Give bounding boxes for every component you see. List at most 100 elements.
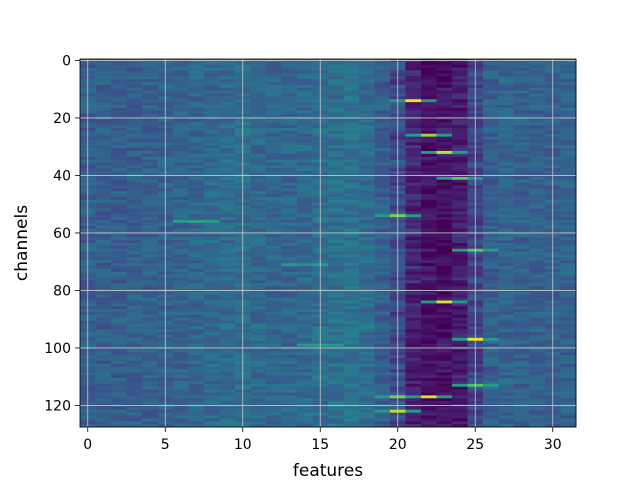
heatmap-cell bbox=[343, 199, 360, 204]
heatmap-cell bbox=[219, 360, 236, 365]
heatmap-cell bbox=[111, 372, 127, 376]
heatmap-cell bbox=[142, 366, 158, 370]
heatmap-cell bbox=[266, 76, 282, 80]
heatmap-cell bbox=[219, 139, 236, 143]
heatmap-cell bbox=[188, 418, 205, 422]
heatmap-cell bbox=[281, 168, 298, 172]
heatmap-cell bbox=[126, 151, 143, 155]
heatmap-cell bbox=[498, 271, 515, 276]
heatmap-cell bbox=[297, 87, 313, 92]
heatmap-cell bbox=[173, 363, 189, 368]
heatmap-cell bbox=[483, 84, 499, 89]
heatmap-cell bbox=[374, 179, 391, 184]
heatmap-cell bbox=[266, 300, 282, 304]
heatmap-cell bbox=[328, 303, 344, 307]
heatmap-cell bbox=[514, 257, 530, 261]
heatmap-cell bbox=[250, 337, 267, 342]
heatmap-cell bbox=[142, 406, 158, 411]
heatmap-cell bbox=[560, 314, 577, 319]
heatmap-cell bbox=[483, 122, 499, 126]
heatmap-cell bbox=[343, 358, 360, 362]
heatmap-cell bbox=[529, 225, 546, 230]
heatmap-cell bbox=[219, 64, 236, 69]
heatmap-cell bbox=[142, 228, 158, 232]
heatmap-cell bbox=[126, 412, 143, 416]
heatmap-cell bbox=[250, 386, 267, 391]
heatmap-cell bbox=[483, 271, 499, 276]
heatmap-cell bbox=[498, 421, 515, 425]
heatmap-cell bbox=[452, 363, 468, 368]
heatmap-cell bbox=[374, 251, 391, 255]
heatmap-cell bbox=[452, 320, 468, 324]
heatmap-cell bbox=[250, 378, 267, 382]
heatmap-cell bbox=[297, 386, 313, 391]
heatmap-cell bbox=[483, 168, 499, 172]
heatmap-cell bbox=[514, 139, 530, 143]
heatmap-cell bbox=[173, 220, 189, 224]
heatmap-cell bbox=[421, 165, 437, 169]
heatmap-cell bbox=[95, 317, 112, 322]
heatmap-cell bbox=[219, 130, 236, 135]
heatmap-cell bbox=[173, 392, 189, 396]
heatmap-cell bbox=[126, 225, 143, 230]
heatmap-cell bbox=[452, 179, 468, 184]
heatmap-cell bbox=[281, 369, 298, 373]
heatmap-cell bbox=[498, 61, 515, 66]
heatmap-cell bbox=[188, 280, 205, 284]
heatmap-cell bbox=[95, 300, 112, 304]
heatmap-cell bbox=[250, 125, 267, 129]
heatmap-cell bbox=[250, 260, 267, 264]
heatmap-cell bbox=[328, 148, 344, 152]
heatmap-cell bbox=[452, 260, 468, 264]
heatmap-cell bbox=[343, 90, 360, 94]
heatmap-cell bbox=[343, 119, 360, 123]
heatmap-cell bbox=[173, 398, 189, 402]
heatmap-cell bbox=[498, 220, 515, 224]
heatmap-cell bbox=[188, 271, 205, 276]
heatmap-cell bbox=[421, 297, 437, 301]
heatmap-cell bbox=[359, 283, 375, 287]
heatmap-cell bbox=[281, 297, 298, 301]
heatmap-cell bbox=[281, 188, 298, 192]
heatmap-cell bbox=[250, 194, 267, 198]
heatmap-cell bbox=[281, 84, 298, 89]
heatmap-cell bbox=[452, 297, 468, 301]
heatmap-cell bbox=[281, 102, 298, 106]
heatmap-cell bbox=[359, 251, 375, 255]
heatmap-cell bbox=[266, 389, 282, 393]
heatmap-cell bbox=[142, 87, 158, 92]
heatmap-cell bbox=[514, 220, 530, 224]
heatmap-cell bbox=[188, 84, 205, 89]
heatmap-cell bbox=[483, 294, 499, 299]
heatmap-cell bbox=[250, 401, 267, 405]
heatmap-cell bbox=[343, 165, 360, 169]
heatmap-cell bbox=[343, 128, 360, 132]
heatmap-cell bbox=[328, 73, 344, 77]
heatmap-cell bbox=[328, 96, 344, 100]
heatmap-cell bbox=[173, 222, 189, 227]
heatmap-cell bbox=[498, 326, 515, 330]
heatmap-cell bbox=[250, 375, 267, 379]
heatmap-cell bbox=[111, 84, 127, 89]
heatmap-cell bbox=[436, 136, 453, 140]
heatmap-cell bbox=[421, 375, 437, 379]
heatmap-cell bbox=[95, 96, 112, 100]
heatmap-cell bbox=[188, 378, 205, 382]
heatmap-cell bbox=[204, 139, 220, 143]
heatmap-cell bbox=[126, 148, 143, 152]
heatmap-cell bbox=[421, 96, 437, 100]
heatmap-cell bbox=[529, 406, 546, 411]
heatmap-cell bbox=[173, 421, 189, 425]
heatmap-cell bbox=[452, 122, 468, 126]
heatmap-cell bbox=[250, 369, 267, 373]
heatmap-cell bbox=[204, 194, 220, 198]
heatmap-cell bbox=[188, 197, 205, 201]
heatmap-cell bbox=[374, 332, 391, 336]
heatmap-cell bbox=[297, 93, 313, 97]
heatmap-cell bbox=[421, 222, 437, 227]
heatmap-cell bbox=[126, 113, 143, 117]
heatmap-cell bbox=[452, 323, 468, 327]
heatmap-cell bbox=[560, 360, 577, 365]
heatmap-cell bbox=[374, 93, 391, 97]
heatmap-cell bbox=[452, 133, 468, 138]
